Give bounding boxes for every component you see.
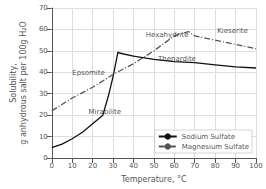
svg-text:20: 20 [88,162,97,170]
svg-text:40: 40 [129,162,138,170]
svg-text:50: 50 [149,162,158,170]
svg-text:70: 70 [190,162,199,170]
svg-text:Mirabilite: Mirabilite [89,108,121,116]
svg-text:Epsomite: Epsomite [72,69,105,77]
svg-text:0: 0 [43,154,47,162]
svg-text:70: 70 [39,4,48,12]
svg-text:50: 50 [39,47,48,55]
svg-text:90: 90 [231,162,240,170]
svg-text:Sodium Sulfate: Sodium Sulfate [182,133,235,141]
svg-text:0: 0 [50,162,54,170]
svg-text:Temperature, °C: Temperature, °C [120,175,187,184]
svg-text:Magnesium Sulfate: Magnesium Sulfate [182,143,249,151]
svg-text:100: 100 [249,162,262,170]
svg-text:80: 80 [211,162,220,170]
svg-text:30: 30 [39,90,48,98]
svg-text:60: 60 [170,162,179,170]
svg-text:30: 30 [109,162,118,170]
svg-text:g anhydrous salt per 100g H₂O: g anhydrous salt per 100g H₂O [19,21,28,144]
svg-text:60: 60 [39,25,48,33]
svg-text:Hexahydrite: Hexahydrite [146,31,189,39]
svg-text:Kieserite: Kieserite [217,27,248,35]
svg-text:40: 40 [39,68,48,76]
svg-text:10: 10 [39,133,48,141]
svg-text:10: 10 [68,162,77,170]
svg-text:Solubility,: Solubility, [9,63,18,102]
svg-text:20: 20 [39,111,48,119]
svg-text:Thenardite: Thenardite [157,55,196,63]
